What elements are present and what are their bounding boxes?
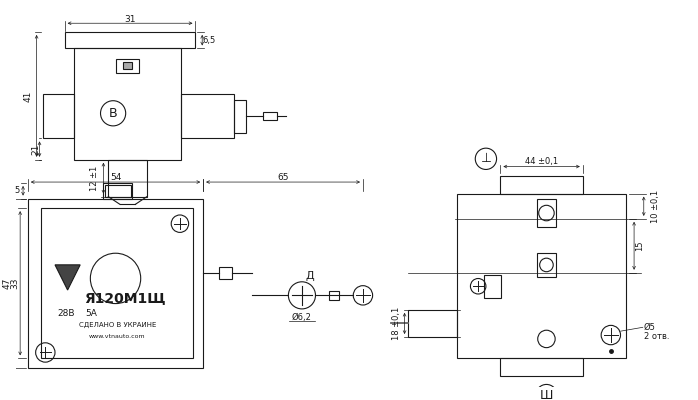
Bar: [75, 48, 181, 160]
Bar: [234, 100, 246, 133]
Bar: [41, 208, 193, 358]
Text: 5: 5: [15, 186, 20, 195]
Text: СДЕЛАНО В УКРАИНЕ: СДЕЛАНО В УКРАИНЕ: [79, 322, 156, 328]
Bar: [105, 185, 131, 196]
Text: 31: 31: [124, 15, 136, 24]
Text: 10 ±0,1: 10 ±0,1: [651, 190, 660, 223]
Text: 65: 65: [277, 173, 289, 182]
Bar: [484, 275, 501, 298]
Bar: [408, 310, 457, 337]
Text: 12 ±1: 12 ±1: [90, 166, 99, 191]
Text: Ø6,2: Ø6,2: [292, 313, 312, 322]
Text: B: B: [109, 107, 117, 120]
Bar: [28, 198, 203, 368]
Text: Ш: Ш: [540, 388, 553, 400]
Text: Ø5: Ø5: [644, 323, 655, 332]
Text: 44 ±0,1: 44 ±0,1: [525, 157, 558, 166]
Bar: [103, 183, 133, 198]
Bar: [500, 358, 583, 376]
Text: 33: 33: [10, 278, 19, 289]
Polygon shape: [55, 265, 80, 290]
Text: 18 ±0,1: 18 ±0,1: [392, 307, 401, 340]
Bar: [43, 94, 75, 138]
Text: 28В: 28В: [57, 309, 75, 318]
Text: ⊥: ⊥: [480, 152, 491, 165]
Text: Я120М1Щ: Я120М1Щ: [84, 291, 166, 305]
Bar: [65, 32, 195, 48]
Bar: [329, 290, 339, 300]
Bar: [116, 59, 140, 73]
Text: 5А: 5А: [85, 309, 97, 318]
Bar: [218, 267, 232, 279]
Text: 21: 21: [31, 144, 40, 155]
Text: 54: 54: [110, 173, 121, 182]
Bar: [457, 194, 626, 358]
Text: Д: Д: [305, 271, 314, 281]
Text: 41: 41: [24, 90, 32, 102]
Bar: [123, 62, 133, 69]
Text: 15: 15: [635, 240, 644, 251]
Bar: [263, 112, 277, 120]
Bar: [108, 160, 147, 196]
Bar: [537, 253, 556, 276]
Bar: [500, 176, 583, 194]
Bar: [537, 200, 556, 226]
Text: www.vtnаuto.com: www.vtnаuto.com: [89, 334, 146, 338]
Bar: [181, 94, 234, 138]
Text: 6,5: 6,5: [202, 36, 216, 45]
Text: 47: 47: [2, 278, 11, 289]
Text: 2 отв.: 2 отв.: [644, 332, 669, 342]
